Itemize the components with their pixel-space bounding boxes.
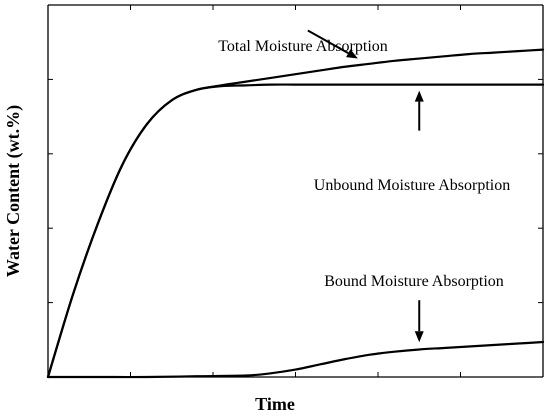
bound-moisture-curve	[46, 340, 545, 379]
bound-moisture-arrow	[414, 300, 424, 343]
curves	[46, 48, 545, 379]
annotation-arrows	[307, 29, 424, 343]
label-unbound-moisture: Unbound Moisture Absorption	[314, 177, 510, 194]
unbound-moisture-curve	[46, 83, 545, 379]
unbound-moisture-arrow	[414, 90, 424, 131]
total-moisture-curve	[46, 48, 545, 379]
total-moisture-arrow	[307, 29, 358, 59]
label-total-moisture: Total Moisture Absorption	[218, 38, 388, 55]
x-axis-title: Time	[255, 394, 295, 414]
y-axis-title: Water Content (wt.%)	[3, 105, 24, 277]
axis-ticks	[48, 5, 543, 377]
label-bound-moisture: Bound Moisture Absorption	[324, 273, 504, 290]
